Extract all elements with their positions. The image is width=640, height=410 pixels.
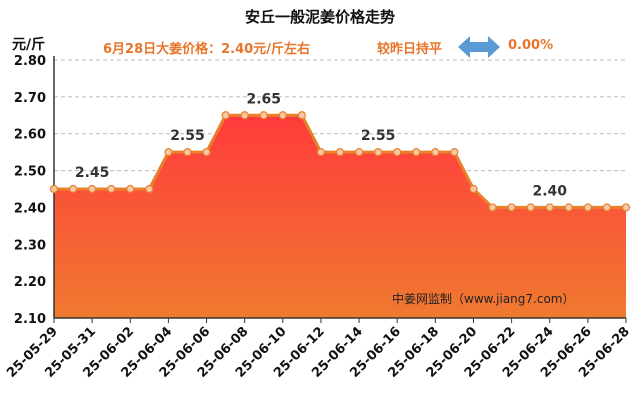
data-point: [354, 148, 364, 157]
data-point: [431, 148, 440, 157]
data-point: [68, 184, 78, 194]
data-point: [621, 203, 631, 212]
left-right-arrow-icon: [458, 36, 500, 58]
data-point: [488, 203, 497, 212]
data-point: [240, 111, 249, 120]
data-point: [107, 184, 116, 194]
y-tick-label: 2.80: [14, 54, 46, 69]
data-point: [297, 111, 306, 120]
y-tick-labels: 2.10 2.20 2.30 2.40 2.50 2.60 2.70 2.80: [14, 54, 46, 327]
data-labels: 2.45 2.55 2.65 2.55 2.40: [75, 91, 567, 199]
data-point: [49, 184, 59, 194]
data-point: [583, 203, 592, 212]
data-point: [145, 184, 154, 194]
data-point: [259, 111, 268, 120]
data-point: [564, 203, 573, 212]
y-tick-label: 2.50: [14, 165, 46, 180]
data-label: 2.40: [532, 183, 567, 199]
data-point: [316, 148, 326, 157]
y-tick-label: 2.60: [14, 128, 46, 143]
data-label: 2.65: [246, 91, 281, 107]
y-tick-label: 2.70: [14, 91, 46, 106]
data-label: 2.55: [170, 128, 205, 144]
data-point: [450, 148, 459, 157]
data-point: [469, 184, 478, 194]
data-point: [526, 203, 535, 212]
data-point: [602, 203, 612, 212]
data-label: 2.55: [361, 128, 396, 144]
data-point: [126, 184, 135, 194]
data-point: [335, 148, 345, 157]
data-point: [545, 203, 554, 212]
data-label: 2.45: [75, 165, 110, 181]
y-tick-label: 2.40: [14, 201, 46, 216]
data-point: [164, 148, 173, 157]
data-point: [183, 148, 192, 157]
change-percent: 0.00%: [508, 38, 554, 53]
data-point: [202, 148, 211, 157]
y-tick-label: 2.30: [14, 238, 46, 253]
data-point: [507, 203, 516, 212]
y-tick-label: 2.10: [14, 312, 46, 327]
data-point: [221, 111, 230, 120]
chart-title: 安丘一般泥姜价格走势: [244, 8, 395, 26]
data-point: [412, 148, 421, 157]
price-info: 6月28日大姜价格：2.40元/斤左右: [103, 42, 310, 57]
x-tick-labels: 25-05-2925-05-3125-06-0225-06-0425-06-06…: [4, 324, 633, 381]
data-point: [88, 184, 97, 194]
compare-text: 较昨日持平: [377, 42, 443, 57]
data-point: [393, 148, 402, 157]
y-tick-label: 2.20: [14, 275, 46, 290]
data-point: [278, 111, 287, 120]
watermark: 中姜网监制（www.jiang7.com）: [392, 292, 575, 306]
area-fill: [54, 115, 626, 318]
y-axis-unit: 元/斤: [12, 37, 46, 53]
data-point: [374, 148, 383, 157]
data-points: [49, 111, 631, 212]
